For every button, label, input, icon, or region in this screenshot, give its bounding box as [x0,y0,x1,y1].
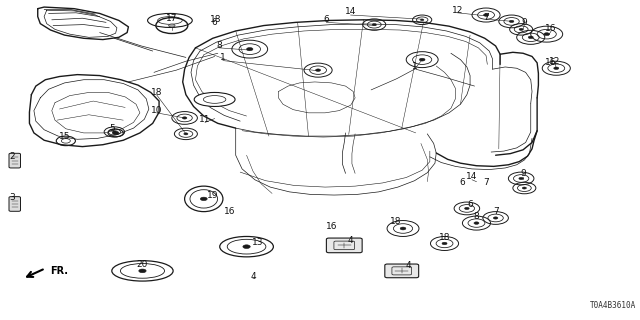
Text: 18: 18 [390,217,401,226]
Text: 6: 6 [323,15,329,24]
Text: 20: 20 [137,260,148,269]
Ellipse shape [194,92,235,107]
Text: 5: 5 [109,124,115,132]
Text: T0A4B3610A: T0A4B3610A [590,301,636,310]
Circle shape [544,33,550,36]
Ellipse shape [157,17,182,24]
Ellipse shape [184,186,223,212]
Text: 18: 18 [210,15,221,24]
Ellipse shape [220,236,273,257]
Text: 12: 12 [549,57,561,66]
Circle shape [169,24,175,27]
Circle shape [182,117,187,119]
Circle shape [519,177,524,180]
Text: 16: 16 [326,222,337,231]
Text: 14: 14 [345,7,356,16]
Circle shape [420,19,424,21]
Text: 8: 8 [474,212,479,221]
Text: 14: 14 [467,172,477,181]
Text: 7: 7 [483,179,489,188]
Text: 6: 6 [467,200,473,209]
Text: 4: 4 [348,236,353,245]
Circle shape [442,242,447,245]
Text: FR.: FR. [50,266,68,276]
Ellipse shape [227,239,266,254]
Circle shape [465,207,469,210]
Circle shape [372,24,376,26]
Text: 4: 4 [405,261,411,270]
Text: 16: 16 [545,24,557,33]
Text: 15: 15 [59,132,70,140]
FancyBboxPatch shape [385,264,419,278]
Text: 1: 1 [220,53,226,62]
Text: 18: 18 [439,233,451,242]
Circle shape [528,36,533,39]
Text: 3: 3 [10,193,15,202]
Text: 17: 17 [166,14,177,23]
Circle shape [554,67,559,69]
Ellipse shape [148,13,192,28]
Text: 19: 19 [207,191,218,200]
Circle shape [246,47,253,51]
Text: 16: 16 [545,58,557,67]
Ellipse shape [120,264,164,278]
Text: 11: 11 [199,115,211,124]
Ellipse shape [204,96,226,103]
Ellipse shape [190,190,218,208]
Circle shape [139,269,146,273]
FancyBboxPatch shape [9,197,20,211]
FancyBboxPatch shape [9,153,20,168]
Circle shape [522,187,527,189]
Text: 7: 7 [483,13,489,22]
Circle shape [243,245,250,249]
Text: 9: 9 [522,18,527,27]
Circle shape [483,14,488,16]
Text: 1: 1 [412,61,417,70]
Text: 8: 8 [216,41,222,50]
Circle shape [113,131,119,134]
Text: 6: 6 [212,18,218,27]
Text: 6: 6 [459,179,465,188]
Circle shape [400,227,406,230]
Text: 10: 10 [151,106,163,115]
Circle shape [184,133,188,135]
Circle shape [316,69,321,71]
Circle shape [519,28,524,30]
Circle shape [113,131,116,133]
Circle shape [419,58,425,61]
Text: 12: 12 [452,6,463,15]
Text: 7: 7 [493,207,499,216]
Text: 9: 9 [520,169,526,178]
Text: 13: 13 [252,238,263,247]
Circle shape [200,197,207,201]
Circle shape [493,217,498,219]
Circle shape [474,222,479,224]
Text: 2: 2 [10,152,15,161]
Text: 18: 18 [151,88,163,97]
FancyBboxPatch shape [326,238,362,253]
Circle shape [509,20,514,22]
Text: 16: 16 [223,207,235,216]
Text: 4: 4 [250,272,256,281]
Ellipse shape [112,261,173,281]
